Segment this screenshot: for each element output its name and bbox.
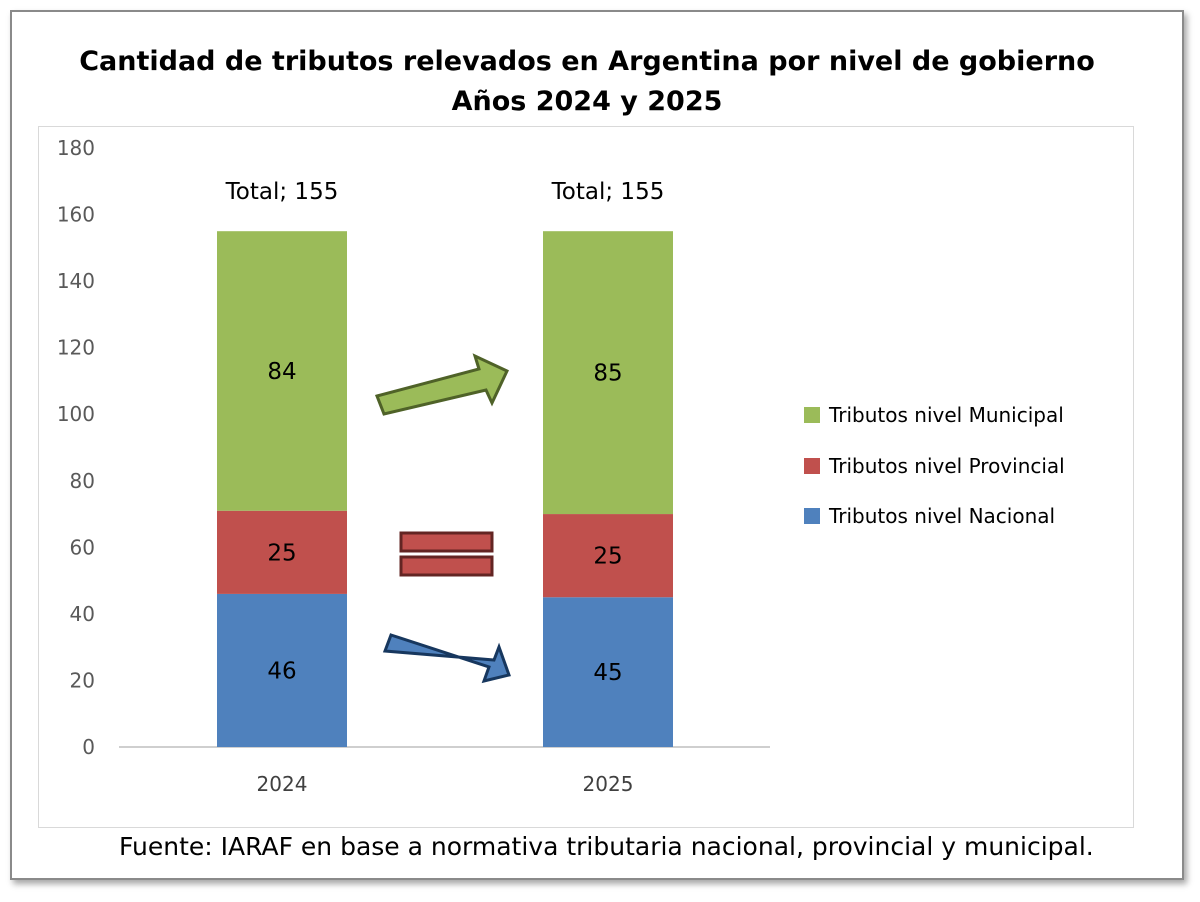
chart-title: Cantidad de tributos relevados en Argent… xyxy=(12,42,1162,122)
bar-segment xyxy=(543,597,673,747)
annotations xyxy=(374,353,511,684)
y-axis: 0 20 40 60 80 100 120 140 160 180 2024 2025 xyxy=(57,136,770,796)
y-tick-label: 140 xyxy=(57,269,95,293)
arrow-down-icon xyxy=(382,633,511,684)
plot-area-border xyxy=(38,126,1134,828)
bar-value-label: 46 xyxy=(267,658,296,684)
bar-segment xyxy=(217,593,347,747)
legend-swatch xyxy=(804,407,820,423)
bar-value-label: 84 xyxy=(267,359,296,385)
legend-label: Tributos nivel Nacional xyxy=(828,504,1055,528)
y-tick-label: 80 xyxy=(70,469,95,493)
y-tick-label: 60 xyxy=(70,535,95,559)
bar-value-label: 25 xyxy=(267,540,296,566)
legend: Tributos nivel Municipal Tributos nivel P… xyxy=(804,403,1065,528)
legend-swatch xyxy=(804,508,820,524)
y-tick-label: 160 xyxy=(57,203,95,227)
bar-segment xyxy=(217,231,347,511)
legend-swatch xyxy=(804,458,820,474)
source-note: Fuente: IARAF en base a normativa tribut… xyxy=(119,832,1094,861)
bar-value-label: 85 xyxy=(593,361,622,387)
x-category-label: 2024 xyxy=(257,772,308,796)
equals-bottom-bar-icon xyxy=(399,555,494,577)
bar-segment xyxy=(217,510,347,594)
title-line-1: Cantidad de tributos relevados en Argent… xyxy=(79,46,1095,77)
equals-top-bar-icon xyxy=(399,531,494,553)
total-label: Total; 155 xyxy=(551,179,665,205)
y-tick-label: 0 xyxy=(82,735,95,759)
total-label: Total; 155 xyxy=(225,179,339,205)
y-tick-label: 20 xyxy=(70,668,95,692)
y-tick-label: 120 xyxy=(57,336,95,360)
legend-label: Tributos nivel Municipal xyxy=(828,403,1064,427)
y-tick-label: 40 xyxy=(70,602,95,626)
title-line-2: Años 2024 y 2025 xyxy=(451,86,723,117)
data-labels: 46 25 84 Total; 155 45 25 85 Total; 155 xyxy=(225,179,665,686)
bars xyxy=(217,231,673,747)
legend-label: Tributos nivel Provincial xyxy=(828,454,1065,478)
bar-segment xyxy=(543,514,673,598)
y-tick-label: 100 xyxy=(57,402,95,426)
y-tick-label: 180 xyxy=(57,136,95,160)
x-category-label: 2025 xyxy=(583,772,634,796)
bar-segment xyxy=(543,231,673,515)
bar-value-label: 45 xyxy=(593,660,622,686)
arrow-up-icon xyxy=(374,353,509,416)
bar-value-label: 25 xyxy=(593,544,622,570)
